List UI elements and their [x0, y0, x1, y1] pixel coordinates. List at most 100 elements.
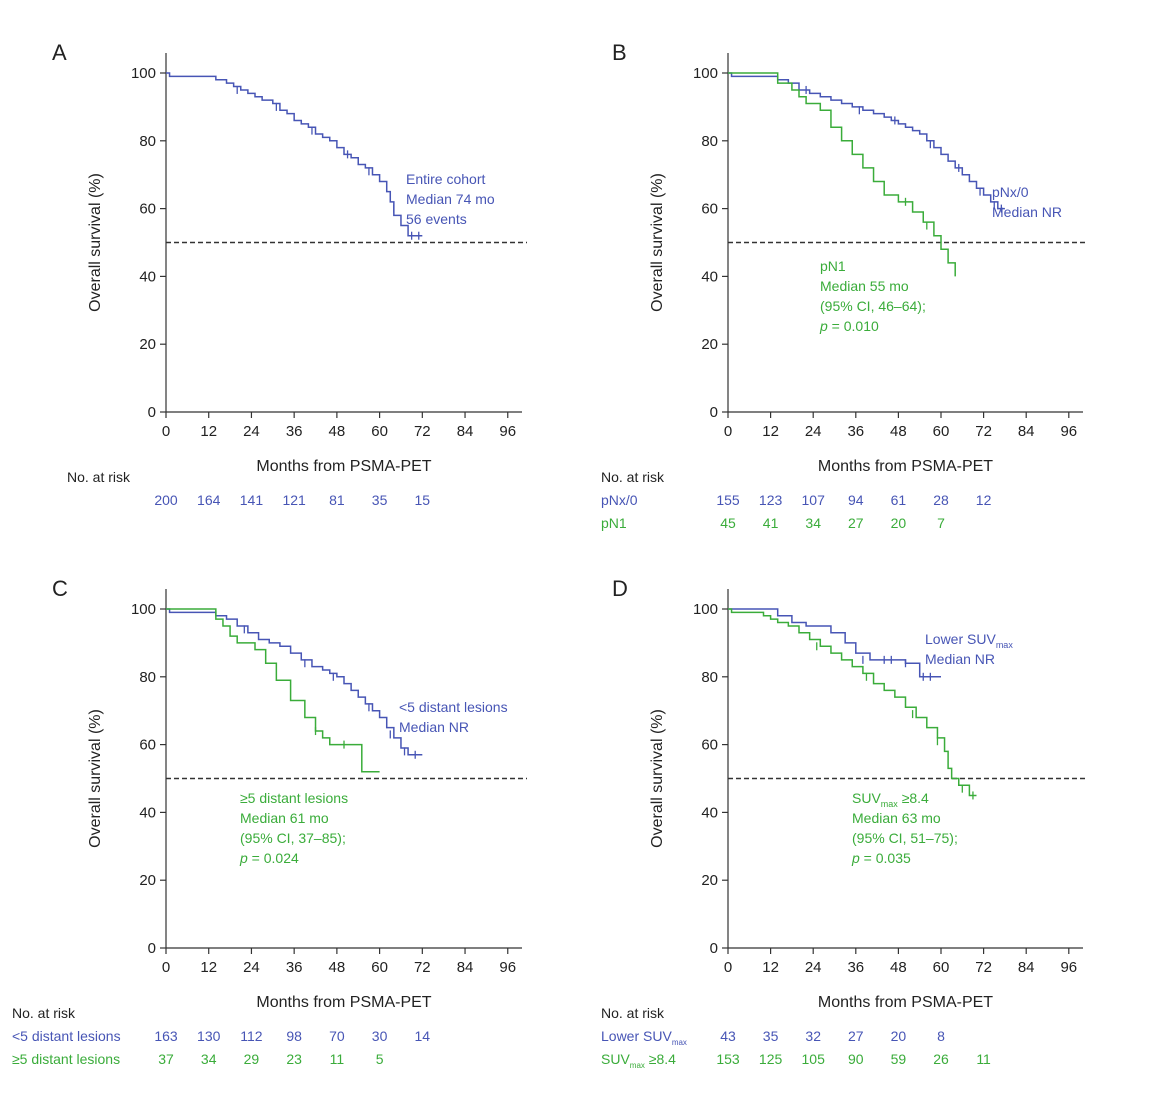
x-tick-label: 72 [414, 959, 431, 976]
y-tick-label: 100 [693, 601, 718, 618]
at-risk-value: 29 [244, 1051, 260, 1067]
y-tick-label: 80 [139, 133, 156, 150]
at-risk-value: 107 [802, 492, 826, 508]
at-risk-value: 45 [720, 515, 736, 531]
at-risk-value: 70 [329, 1028, 345, 1044]
y-tick-label: 20 [139, 336, 156, 353]
panel-letter: C [52, 576, 68, 601]
y-tick-label: 100 [693, 65, 718, 82]
y-tick-label: 0 [148, 404, 156, 421]
y-axis-label: Overall survival (%) [87, 173, 104, 312]
at-risk-row-label: pNx/0 [601, 492, 638, 508]
x-tick-label: 60 [933, 423, 950, 440]
at-risk-value: 112 [240, 1028, 263, 1044]
x-tick-label: 24 [243, 959, 260, 976]
at-risk-value: 14 [415, 1028, 431, 1044]
y-tick-label: 0 [710, 404, 718, 421]
survival-curve-blue [166, 72, 423, 237]
annotation-text: p = 0.024 [239, 850, 299, 866]
x-tick-label: 24 [805, 959, 822, 976]
panel-d: D 0 20 40 60 80 100 0 12 24 36 48 60 72 84 96 Months fro… [601, 576, 1088, 1070]
x-tick-label: 12 [200, 423, 217, 440]
survival-curve-blue [728, 72, 1005, 210]
annotation-text: Median 55 mo [820, 278, 909, 294]
at-risk-value: 61 [891, 492, 907, 508]
x-tick-label: 72 [414, 423, 431, 440]
x-tick-label: 0 [724, 959, 732, 976]
survival-curve-blue [728, 608, 941, 678]
y-tick-label: 80 [139, 669, 156, 686]
x-tick-label: 36 [847, 423, 864, 440]
y-tick-label: 20 [701, 336, 718, 353]
at-risk-value: 41 [763, 515, 779, 531]
at-risk-value: 35 [763, 1028, 779, 1044]
at-risk-value: 28 [933, 492, 949, 508]
at-risk-value: 11 [976, 1051, 991, 1067]
annotation-text: SUVmax ≥8.4 [852, 790, 929, 809]
panel-letter: B [612, 40, 627, 65]
y-tick-label: 20 [701, 872, 718, 889]
x-tick-label: 96 [499, 959, 516, 976]
x-tick-label: 60 [933, 959, 950, 976]
at-risk-row-label: ≥5 distant lesions [12, 1051, 120, 1067]
annotation-text: (95% CI, 51–75); [852, 830, 958, 846]
annotation-text: Median 74 mo [406, 191, 495, 207]
y-tick-label: 60 [139, 737, 156, 754]
at-risk-value: 26 [933, 1051, 949, 1067]
x-tick-label: 0 [162, 959, 170, 976]
y-axis-label: Overall survival (%) [649, 709, 666, 848]
panel-b: B 0 20 40 60 80 100 0 12 24 36 48 60 72 84 96 Months fro… [601, 40, 1088, 531]
x-tick-label: 72 [975, 959, 992, 976]
at-risk-value: 105 [802, 1051, 826, 1067]
at-risk-value: 34 [201, 1051, 217, 1067]
at-risk-value: 7 [937, 515, 945, 531]
x-tick-label: 0 [162, 423, 170, 440]
annotation-text: pNx/0 [992, 184, 1029, 200]
x-tick-label: 48 [890, 959, 907, 976]
y-tick-label: 80 [701, 133, 718, 150]
at-risk-value: 121 [282, 492, 306, 508]
at-risk-value: 123 [759, 492, 783, 508]
at-risk-value: 27 [848, 515, 864, 531]
at-risk-value: 90 [848, 1051, 864, 1067]
annotation-text: Lower SUVmax [925, 631, 1013, 650]
x-axis-label: Months from PSMA-PET [256, 994, 431, 1011]
panel-letter: A [52, 40, 67, 65]
x-tick-label: 96 [499, 423, 516, 440]
y-tick-label: 80 [701, 669, 718, 686]
x-tick-label: 12 [762, 423, 779, 440]
at-risk-row-label: SUVmax ≥8.4 [601, 1051, 676, 1070]
at-risk-row-label: <5 distant lesions [12, 1028, 121, 1044]
x-tick-label: 24 [243, 423, 260, 440]
at-risk-value: 155 [716, 492, 740, 508]
at-risk-value: 141 [240, 492, 264, 508]
x-tick-label: 48 [890, 423, 907, 440]
at-risk-value: 125 [759, 1051, 783, 1067]
at-risk-value: 163 [154, 1028, 178, 1044]
annotation-text: ≥5 distant lesions [240, 790, 348, 806]
y-tick-label: 0 [710, 940, 718, 957]
x-tick-label: 36 [286, 423, 303, 440]
annotation-text: Entire cohort [406, 171, 485, 187]
at-risk-value: 164 [197, 492, 221, 508]
survival-curve-green [728, 608, 977, 797]
x-tick-label: 0 [724, 423, 732, 440]
at-risk-value: 8 [937, 1028, 945, 1044]
annotation-text: 56 events [406, 211, 467, 227]
y-axis-label: Overall survival (%) [87, 709, 104, 848]
panel-a: A 0 20 40 60 80 100 0 12 24 36 48 60 72 84 96 Months fro… [52, 40, 527, 508]
x-tick-label: 84 [1018, 423, 1035, 440]
x-tick-label: 48 [329, 959, 346, 976]
y-tick-label: 60 [701, 201, 718, 218]
at-risk-title: No. at risk [601, 1005, 665, 1021]
y-tick-label: 40 [701, 268, 718, 285]
y-axis-label: Overall survival (%) [649, 173, 666, 312]
at-risk-value: 59 [891, 1051, 907, 1067]
x-tick-label: 60 [371, 959, 388, 976]
survival-curve-green [728, 72, 956, 277]
x-tick-label: 96 [1060, 423, 1077, 440]
y-tick-label: 40 [701, 804, 718, 821]
annotation-text: pN1 [820, 258, 846, 274]
x-tick-label: 12 [762, 959, 779, 976]
